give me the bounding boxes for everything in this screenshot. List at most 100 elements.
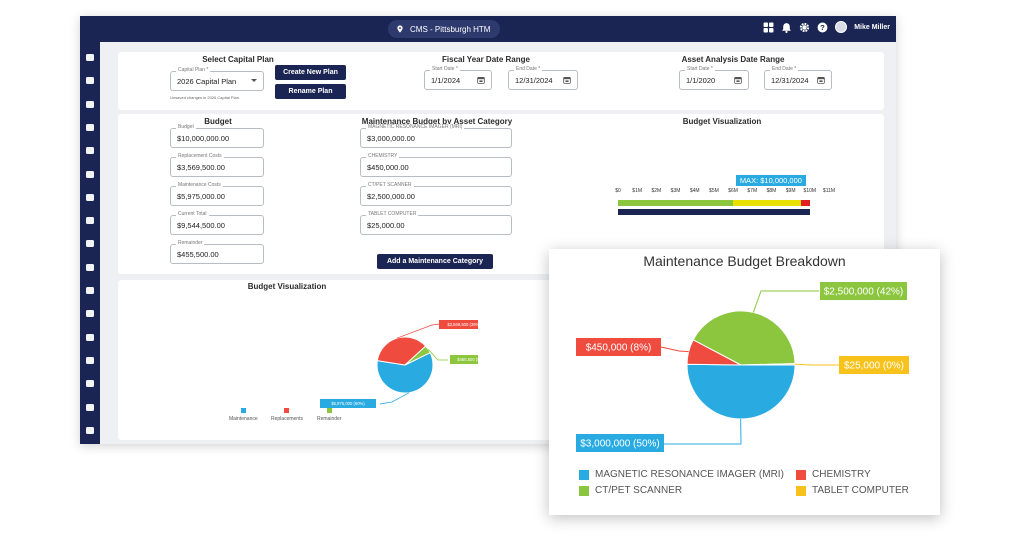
document-icon[interactable] [86, 310, 94, 318]
category-field[interactable]: CT/PET SCANNER $2,500,000.00 [360, 182, 512, 206]
bar-tick-label: $7M [747, 188, 758, 194]
chat-icon[interactable] [86, 147, 94, 155]
bar-tick-label: $6M [728, 188, 738, 194]
pie-leader-line [427, 348, 448, 361]
bell-icon[interactable] [781, 22, 792, 33]
pie-data-label: $2,500,000 (42%) [820, 282, 907, 300]
budget-field-value: $5,975,000.00 [177, 192, 225, 201]
unsaved-note: Unsaved changes in 2026 Capital Plan. [170, 95, 241, 100]
budget-field[interactable]: Current Total $9,544,500.00 [170, 211, 264, 235]
calendar-icon[interactable] [563, 76, 571, 84]
inbox-icon[interactable] [86, 100, 94, 108]
pie-data-label: $3,569,500 (36%) [439, 320, 478, 329]
bar-total [618, 209, 810, 215]
copy-icon[interactable] [86, 217, 94, 225]
folder-icon[interactable] [86, 403, 94, 411]
pie-slice[interactable] [404, 345, 431, 366]
pie-label-text: $3,000,000 (50%) [580, 439, 660, 450]
rename-plan-button[interactable]: Rename Plan [275, 84, 346, 99]
budget-title: Budget [204, 117, 232, 126]
pie-slice[interactable] [686, 363, 796, 420]
legend-maintenance: Maintenance [229, 408, 258, 422]
pie-leader-line [660, 346, 689, 353]
help-icon[interactable]: ? [817, 22, 828, 33]
asset-end-field[interactable]: End Date * 12/31/2024 [764, 66, 832, 90]
folder-icon[interactable] [86, 54, 94, 61]
fiscal-start-field[interactable]: Start Date * 1/1/2024 [424, 66, 492, 90]
pie-leader-line [794, 363, 839, 366]
tag-icon[interactable] [86, 77, 94, 85]
asset-end-value: 12/31/2024 [771, 76, 809, 85]
calendar-icon[interactable] [86, 170, 94, 178]
budget-field[interactable]: Budget $10,000,000.00 [170, 124, 264, 148]
category-field[interactable]: MAGNETIC RESONANCE IMAGER (MRI) $3,000,00… [360, 124, 512, 148]
top-bar: CMS - Pittsburgh HTM ? Mike Miller [80, 16, 896, 42]
gear-icon[interactable] [799, 22, 810, 33]
bar-tick-label: $9M [785, 188, 796, 194]
pie-slice[interactable] [740, 363, 796, 366]
category-field-value: $25,000.00 [367, 221, 405, 230]
avatar[interactable] [835, 21, 848, 33]
pie-label-text: $2,500,000 (42%) [824, 287, 904, 298]
bar-tick-label: $0 [615, 188, 621, 194]
user-name[interactable]: Mike Miller [854, 23, 890, 31]
book-icon[interactable] [86, 193, 94, 201]
location-selector[interactable]: CMS - Pittsburgh HTM [388, 20, 501, 38]
budget-field[interactable]: Remainder $455,500.00 [170, 240, 264, 264]
category-field[interactable]: TABLET COMPUTER $25,000.00 [360, 211, 512, 235]
pie-data-label: $455,500 (5%) [450, 355, 478, 364]
bar-tick-label: $8M [766, 188, 777, 194]
users-icon[interactable] [86, 287, 94, 294]
clipboard-icon[interactable] [86, 263, 94, 271]
layers-icon[interactable] [86, 123, 94, 131]
pie-data-label: $5,975,000 (60%) [320, 399, 376, 408]
calendar-icon[interactable] [817, 76, 825, 84]
bar-tick-label: $3M [670, 188, 681, 194]
budget-field-label: Remainder [176, 240, 205, 246]
budget-bar-chart: $0 $1M $2M $3M $4M $5M $6M $7M $8M $9M $10M $11M MAX… [118, 114, 884, 274]
asset-start-field[interactable]: Start Date * 1/1/2020 [679, 66, 749, 90]
asset-start-value: 1/1/2020 [686, 76, 716, 85]
legend-label-chemistry: CHEMISTRY [812, 469, 871, 480]
pie-label-text: $455,500 (5%) [457, 357, 478, 362]
capital-plan-value: 2026 Capital Plan [177, 77, 237, 86]
pie-slice[interactable] [376, 352, 434, 394]
calendar-icon[interactable] [86, 380, 94, 388]
legend-swatch-mri [579, 469, 589, 480]
calendar-icon[interactable] [734, 76, 742, 84]
bar-tick-label: $5M [709, 188, 719, 194]
legend-label-mri: MAGNETIC RESONANCE IMAGER (MRI) [595, 469, 784, 480]
legend-label-ct-pet: CT/PET SCANNER [595, 485, 683, 496]
calendar-icon[interactable] [477, 76, 485, 84]
budget-viz-bar-title: Budget Visualization [682, 117, 762, 126]
pie-label-box [439, 320, 478, 329]
sidebar [80, 42, 100, 444]
pie-leader-line [379, 392, 410, 405]
bar-segment-remainder [801, 200, 810, 206]
capital-plan-title: Select Capital Plan [202, 55, 274, 64]
add-maintenance-category-button[interactable]: Add a Maintenance Category [377, 254, 493, 269]
budget-field[interactable]: Replacement Costs $3,569,500.00 [170, 153, 264, 177]
asset-start-label: Start Date * [685, 66, 715, 72]
pie-slice[interactable] [376, 336, 427, 366]
building-icon[interactable] [86, 240, 94, 248]
category-field[interactable]: CHEMISTRY $450,000.00 [360, 153, 512, 177]
capital-plan-select[interactable]: Capital Plan * 2026 Capital Plan [170, 67, 264, 91]
breakdown-card: Maintenance Budget Breakdown $3,000,000 … [549, 249, 940, 515]
bar-tick-label: $4M [689, 188, 700, 194]
list-icon[interactable] [86, 356, 94, 364]
pie-data-label: $25,000 (0%) [839, 356, 909, 374]
create-plan-button[interactable]: Create New Plan [275, 65, 346, 80]
maint-category-title: Maintenance Budget by Asset Category [361, 117, 513, 126]
chat-icon[interactable] [86, 426, 94, 434]
budget-field[interactable]: Maintenance Costs $5,975,000.00 [170, 182, 264, 206]
budget-field-label: Maintenance Costs [176, 182, 223, 188]
location-label: CMS - Pittsburgh HTM [410, 24, 491, 34]
bar-tick-label: $1M [632, 188, 643, 194]
cart-icon[interactable] [86, 333, 94, 341]
map-pin-icon [397, 25, 403, 33]
fiscal-end-field[interactable]: End Date * 12/31/2024 [508, 66, 578, 90]
grid-icon[interactable] [763, 22, 774, 33]
pie-slice[interactable] [692, 310, 796, 366]
